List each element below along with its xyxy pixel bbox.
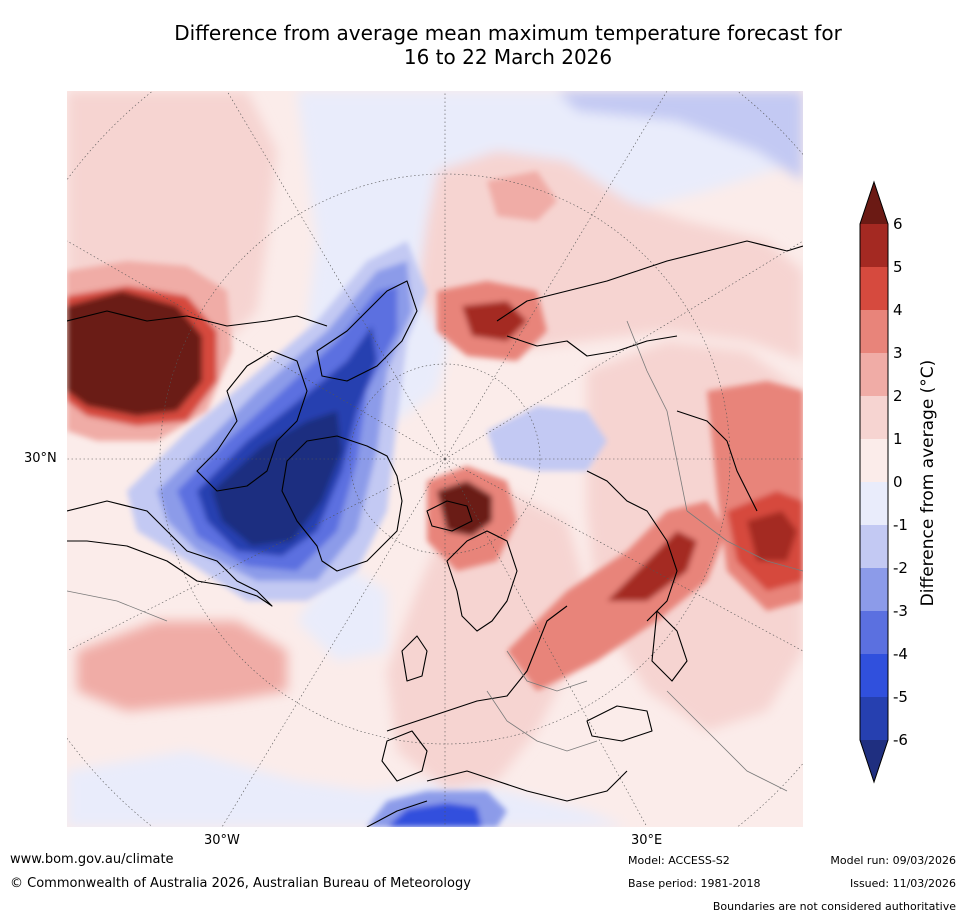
siberia-coast	[496, 240, 803, 322]
latitude-label-30n: 30°N	[24, 451, 57, 466]
arctic-islands-coast	[316, 280, 418, 382]
asia-inland-lines	[676, 410, 758, 512]
warm-anomaly-north-core	[462, 301, 527, 341]
siberia-coast-2	[506, 335, 678, 357]
footer-copyright: © Commonwealth of Australia 2026, Austra…	[10, 876, 471, 891]
alaska-coast	[67, 310, 328, 327]
footer-model: Model: ACCESS-S2	[628, 854, 730, 867]
meridian-60w	[67, 458, 446, 652]
border-europe-2	[506, 650, 588, 692]
north-america-coast	[67, 500, 273, 607]
meridian-150w	[67, 240, 446, 460]
title-line-2: 16 to 22 March 2026	[403, 45, 613, 69]
warm-anomaly-west-peak	[67, 291, 202, 416]
colorbar-tick: 4	[893, 301, 903, 319]
pink-southwest	[77, 621, 287, 711]
cold-anomaly-peak	[212, 411, 342, 546]
longitude-label-30w: 30°W	[204, 833, 240, 848]
coastlines	[67, 240, 803, 827]
blue-top-right	[557, 91, 803, 181]
warm-anomaly-eurasia-core	[607, 531, 697, 601]
border-asia-1	[626, 320, 688, 512]
colorbar-segment	[860, 224, 888, 267]
pale-blue-ring	[297, 561, 387, 661]
footer-base-period: Base period: 1981-2018	[628, 877, 761, 890]
title-line-1: Difference from average mean maximum tem…	[174, 21, 842, 45]
colorbar-segment	[860, 525, 888, 568]
colorbar-segment	[860, 439, 888, 482]
colorbar-tick: -5	[893, 688, 908, 706]
colorbar-segment	[860, 310, 888, 353]
colorbar-tick: -2	[893, 559, 908, 577]
anomaly-field-strong	[67, 171, 803, 827]
warm-anomaly-siberia	[487, 171, 557, 221]
colorbar-outline	[859, 180, 889, 784]
colorbar-tick: 2	[893, 387, 903, 405]
canada-arctic-coast	[196, 350, 308, 492]
colorbar-segment	[860, 611, 888, 654]
colorbar-tick: 0	[893, 473, 903, 491]
temperature-anomaly-map	[67, 91, 803, 827]
graticule	[67, 91, 803, 827]
border-asia-2	[686, 510, 803, 572]
colorbar-tick: -6	[893, 731, 908, 749]
scandinavia-coast	[446, 530, 518, 632]
cold-anomaly-central	[487, 406, 607, 471]
colorbar-segments	[859, 180, 889, 784]
colorbar-segment	[860, 353, 888, 396]
footer-model-run: Model run: 09/03/2026	[830, 854, 956, 867]
colorbar-extend-top	[860, 182, 888, 224]
footer-url[interactable]: www.bom.gov.au/climate	[10, 852, 174, 867]
colorbar-tick: -1	[893, 516, 908, 534]
border-europe-1	[486, 690, 598, 752]
iceland-coast	[426, 500, 473, 532]
iberia-coast	[381, 730, 428, 782]
colorbar-segment	[860, 396, 888, 439]
colorbar	[859, 180, 889, 784]
british-isles-coast	[401, 635, 428, 682]
colorbar-segment	[860, 568, 888, 611]
north-africa-coast	[366, 800, 428, 827]
greenland-coast	[281, 435, 403, 572]
colorbar-label-text: Difference from average (°C)	[918, 359, 938, 607]
meridian-150e	[444, 240, 803, 460]
black-sea-coast	[586, 705, 653, 742]
map-title: Difference from average mean maximum tem…	[0, 21, 965, 69]
footer-issued: Issued: 11/03/2026	[849, 877, 956, 890]
colorbar-segment	[860, 482, 888, 525]
pink-south	[387, 491, 587, 791]
colorbar-segment	[860, 697, 888, 740]
colorbar-tick: 6	[893, 215, 903, 233]
colorbar-tick: -3	[893, 602, 908, 620]
colorbar-tick: -4	[893, 645, 908, 663]
colorbar-segment	[860, 654, 888, 697]
colorbar-tick: 5	[893, 258, 903, 276]
mediterranean-coast	[426, 770, 628, 802]
asia-coast-east	[586, 470, 678, 622]
warm-anomaly-europe-core	[437, 481, 492, 536]
europe-coast	[386, 605, 568, 732]
caspian-coast	[651, 610, 688, 682]
latitude-circle-60	[349, 363, 541, 555]
warm-anomaly-east-peak	[747, 511, 797, 561]
colorbar-tick: 1	[893, 430, 903, 448]
colorbar-extend-bottom	[860, 740, 888, 782]
border-asia-3	[666, 690, 788, 792]
meridian-120w	[226, 91, 446, 460]
footer-boundaries: Boundaries are not considered authoritat…	[712, 900, 956, 913]
border-americas	[67, 590, 168, 622]
longitude-label-30e: 30°E	[631, 833, 663, 848]
colorbar-tick: 3	[893, 344, 903, 362]
country-borders	[67, 320, 803, 792]
cold-anomaly-south-core	[387, 803, 482, 827]
colorbar-segment	[860, 267, 888, 310]
